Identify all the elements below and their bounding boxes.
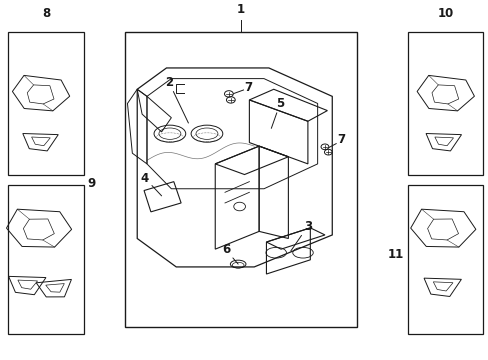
Text: 4: 4 [141, 172, 161, 196]
Text: 1: 1 [237, 4, 244, 17]
Bar [407, 185, 483, 334]
Text: 6: 6 [222, 243, 238, 264]
Text: 11: 11 [387, 248, 404, 261]
Bar [8, 185, 83, 334]
Text: 8: 8 [42, 7, 50, 20]
Text: 7: 7 [244, 81, 252, 94]
Bar [407, 32, 483, 175]
Text: 10: 10 [436, 7, 452, 20]
Text: 5: 5 [271, 97, 284, 129]
Text: 9: 9 [87, 177, 96, 190]
Text: 2: 2 [164, 76, 188, 123]
Bar [125, 32, 356, 327]
Bar [8, 32, 83, 175]
Text: 7: 7 [336, 132, 345, 145]
Text: 3: 3 [290, 220, 311, 251]
